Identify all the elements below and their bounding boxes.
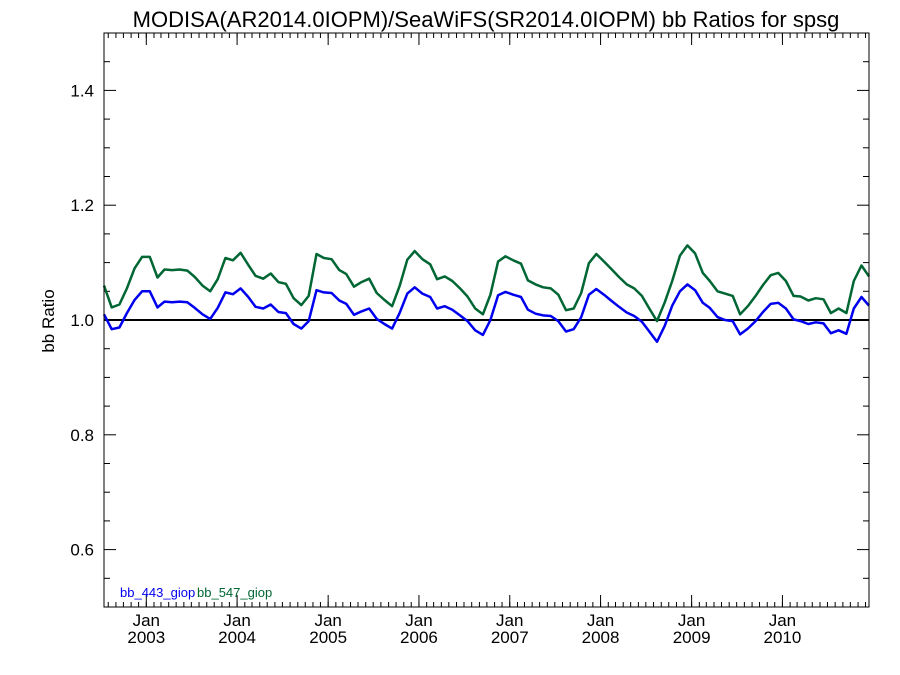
plot-frame [103,32,870,608]
x-tick-label-month: Jan [769,611,796,630]
y-tick-label: 1.0 [70,311,94,330]
plot-area: 0.60.81.01.21.4Jan2003Jan2004Jan2005Jan2… [70,33,871,647]
x-tick-label-year: 2005 [309,628,347,647]
series-line-bb-443-giop [102,283,870,344]
x-tick-label-year: 2008 [582,628,620,647]
x-tick-label-year: 2010 [764,628,802,647]
legend-entry-bb-547-giop: bb_547_giop [197,585,272,600]
x-tick-label-year: 2006 [400,628,438,647]
x-tick-label-year: 2007 [491,628,529,647]
chart-title: MODISA(AR2014.0IOPM)/SeaWiFS(SR2014.0IOP… [133,7,840,32]
x-tick-label-month: Jan [405,611,432,630]
legend: bb_443_giop bb_547_giop [120,585,272,600]
x-tick-label-year: 2003 [127,628,165,647]
y-tick-label: 0.6 [70,541,94,560]
x-tick-label-year: 2004 [218,628,256,647]
legend-entry-bb-443-giop: bb_443_giop [120,585,195,600]
x-tick-label-month: Jan [223,611,250,630]
series-line-bb-547-giop [102,244,871,323]
x-tick-label-year: 2009 [673,628,711,647]
x-tick-label-month: Jan [133,611,160,630]
x-tick-label-month: Jan [587,611,614,630]
y-tick-label: 1.2 [70,196,94,215]
y-tick-label: 0.8 [70,426,94,445]
y-axis-label: bb Ratio [39,289,58,352]
x-tick-label-month: Jan [678,611,705,630]
x-tick-label-month: Jan [496,611,523,630]
y-tick-label: 1.4 [70,81,94,100]
x-tick-label-month: Jan [314,611,341,630]
